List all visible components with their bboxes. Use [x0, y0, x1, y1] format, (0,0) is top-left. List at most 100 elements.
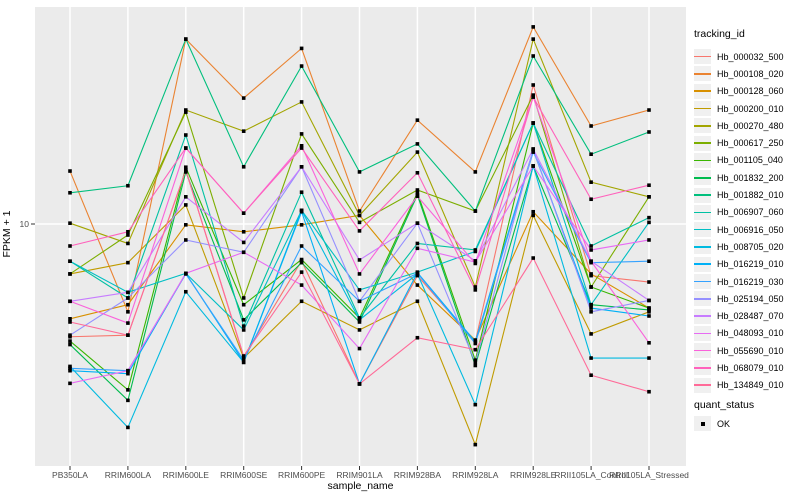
legend-entry-label: Hb_055690_010: [717, 345, 784, 356]
legend-entry-label: Hb_001832_200: [717, 172, 784, 183]
data-point: [68, 190, 72, 195]
data-point: [647, 306, 651, 310]
data-point: [357, 382, 362, 386]
data-point: [589, 244, 593, 248]
data-point: [415, 170, 420, 175]
legend-key-line-icon: [694, 349, 711, 352]
data-point: [357, 288, 362, 292]
legend-key-line-icon: [694, 142, 711, 144]
data-point: [357, 346, 362, 351]
legend-key-line-icon: [694, 211, 711, 214]
legend-key-line-icon: [694, 280, 711, 283]
data-point: [126, 388, 130, 392]
data-point: [241, 318, 246, 322]
legend-entry: Hb_001882_010: [694, 186, 784, 203]
data-point: [589, 180, 593, 184]
quant-legend-entry: OK: [694, 415, 730, 432]
data-point: [647, 389, 651, 394]
data-point: [415, 150, 420, 154]
legend-key-line-icon: [694, 55, 711, 58]
legend-entry-label: Hb_008705_020: [717, 241, 784, 252]
legend-key-icon: [694, 66, 711, 82]
data-point: [184, 223, 188, 227]
data-point: [531, 213, 535, 218]
data-point: [415, 241, 420, 246]
legend-key-line-icon: [694, 90, 711, 93]
data-point: [473, 347, 478, 352]
legend-entry-label: Hb_000032_500: [717, 51, 784, 62]
data-point: [299, 299, 304, 304]
legend-key-icon: [694, 49, 711, 65]
legend-key-line-icon: [694, 367, 711, 369]
legend-entry-label: Hb_000270_480: [717, 120, 784, 131]
legend-key-icon: [694, 325, 711, 341]
data-point: [299, 209, 304, 214]
data-point: [299, 143, 304, 148]
data-point: [589, 285, 593, 289]
legend-entry: Hb_001832_200: [694, 169, 784, 186]
data-point: [126, 310, 130, 314]
legend-entry-label: Hb_000617_250: [717, 138, 784, 149]
legend-entry: Hb_000200_010: [694, 100, 784, 117]
x-tick-label: RRIM928LA: [452, 470, 499, 480]
legend-entry-label: Hb_006916_050: [717, 224, 784, 235]
data-point: [589, 373, 593, 378]
data-point: [68, 368, 72, 373]
data-point: [473, 285, 478, 289]
data-point: [357, 258, 362, 262]
tracking-legend-title: tracking_id: [694, 28, 745, 40]
data-point: [357, 316, 362, 320]
data-point: [415, 299, 420, 304]
legend-entry-label: Hb_068079_010: [717, 362, 784, 373]
data-point: [241, 302, 246, 307]
data-point: [589, 272, 593, 276]
x-tick-label: PB350LA: [52, 470, 88, 480]
data-point: [126, 368, 130, 373]
legend-entry-label: Hb_000200_010: [717, 103, 784, 114]
x-tick-label: RRIM600PE: [278, 470, 326, 480]
data-point: [126, 425, 130, 430]
data-point: [184, 108, 188, 112]
data-point: [473, 209, 478, 213]
quant-entry-label: OK: [717, 418, 731, 429]
data-point: [647, 259, 651, 264]
legend-key-icon: [694, 360, 711, 376]
data-point: [473, 249, 478, 254]
data-point: [647, 308, 651, 312]
data-point: [126, 398, 130, 403]
data-point: [241, 358, 246, 362]
data-point: [647, 220, 651, 225]
data-point: [126, 321, 130, 325]
x-tick-label: RRIM928LE: [510, 470, 557, 480]
x-axis-title: sample_name: [327, 480, 394, 492]
x-tick-label: RRIM600SE: [220, 470, 268, 480]
data-point: [357, 299, 362, 304]
data-point: [357, 213, 362, 218]
data-point: [126, 241, 130, 246]
data-point: [647, 130, 651, 134]
data-point: [473, 358, 478, 362]
data-point: [647, 195, 651, 199]
legend-key-line-icon: [694, 159, 711, 162]
data-point: [184, 168, 188, 172]
legend-key-icon: [694, 83, 711, 99]
data-point: [415, 271, 420, 276]
legend-key-icon: [694, 222, 711, 238]
data-point: [68, 342, 72, 347]
tracking-legend: Hb_000032_500 Hb_000108_020 Hb_000128_060 H…: [694, 48, 784, 394]
legend-entry-label: Hb_016219_010: [717, 259, 784, 270]
data-point: [299, 257, 304, 262]
legend-entry: Hb_008705_020: [694, 238, 784, 255]
legend-entry: Hb_016219_030: [694, 273, 784, 290]
data-point: [68, 320, 72, 324]
data-point: [68, 272, 72, 276]
data-point: [68, 299, 72, 304]
x-tick-label: RRIM901LA: [336, 470, 383, 480]
data-point: [68, 244, 72, 248]
data-point: [241, 211, 246, 215]
legend-key-line-icon: [694, 228, 711, 231]
legend-key-icon: [694, 239, 711, 255]
data-point: [647, 356, 651, 360]
x-tick-label: RRII105LA_Control: [554, 470, 628, 480]
data-point: [126, 371, 130, 376]
